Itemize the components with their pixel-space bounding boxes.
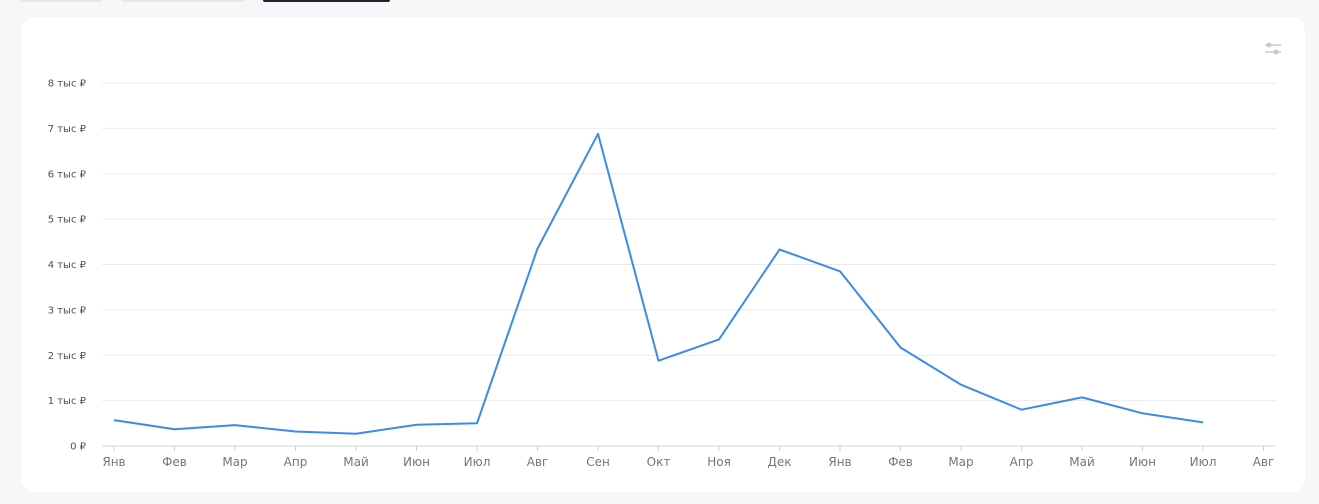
y-tick-label: 3 тыс ₽ xyxy=(48,305,87,316)
period-tab-1[interactable] xyxy=(20,0,102,2)
period-tab-active[interactable] xyxy=(263,0,390,2)
x-tick-label: Май xyxy=(1069,455,1095,469)
x-tick-label: Июн xyxy=(403,455,430,469)
series-line xyxy=(113,132,1204,435)
chart-settings-button[interactable] xyxy=(1263,40,1283,58)
sliders-icon xyxy=(1265,42,1281,55)
x-tick-label: Сен xyxy=(586,455,610,469)
x-tick-label: Фев xyxy=(162,455,187,469)
y-tick-label: 6 тыс ₽ xyxy=(48,169,87,180)
y-tick-label: 8 тыс ₽ xyxy=(48,79,87,90)
x-tick-label: Фев xyxy=(888,455,913,469)
y-tick-label: 0 ₽ xyxy=(70,442,87,453)
x-tick-label: Авг xyxy=(527,455,549,469)
x-tick-label: Ноя xyxy=(707,455,731,469)
y-tick-label: 7 тыс ₽ xyxy=(48,124,87,135)
y-axis: 0 ₽ 1 тыс ₽ 2 тыс ₽ 3 тыс ₽ 4 тыс ₽ 5 тыс ₽ 6 … xyxy=(48,79,87,453)
x-tick-label: Апр xyxy=(284,455,308,469)
period-tabs xyxy=(0,0,1319,6)
y-tick-label: 4 тыс ₽ xyxy=(48,260,87,271)
grid-lines xyxy=(102,82,1276,447)
chart-card xyxy=(21,17,1305,492)
x-tick-label: Янв xyxy=(102,455,125,469)
x-tick-label: Май xyxy=(343,455,369,469)
x-tick-label: Мар xyxy=(948,455,973,469)
x-tick-label: Апр xyxy=(1010,455,1034,469)
x-tick-label: Июн xyxy=(1129,455,1156,469)
x-tick-label: Июл xyxy=(464,455,491,469)
x-tick-label: Мар xyxy=(222,455,247,469)
period-tab-2[interactable] xyxy=(121,0,245,2)
x-tick-label: Янв xyxy=(828,455,851,469)
x-tick-label: Авг xyxy=(1253,455,1275,469)
x-axis: Янв Фев Мар Апр Май Июн Июл Авг Сен Окт Ноя Дек Янв Ф… xyxy=(102,446,1274,469)
y-tick-label: 2 тыс ₽ xyxy=(48,351,87,362)
x-tick-label: Июл xyxy=(1190,455,1217,469)
y-tick-label: 5 тыс ₽ xyxy=(48,215,87,226)
x-tick-label: Окт xyxy=(647,455,671,469)
x-tick-label: Дек xyxy=(767,455,791,469)
y-tick-label: 1 тыс ₽ xyxy=(48,396,87,407)
